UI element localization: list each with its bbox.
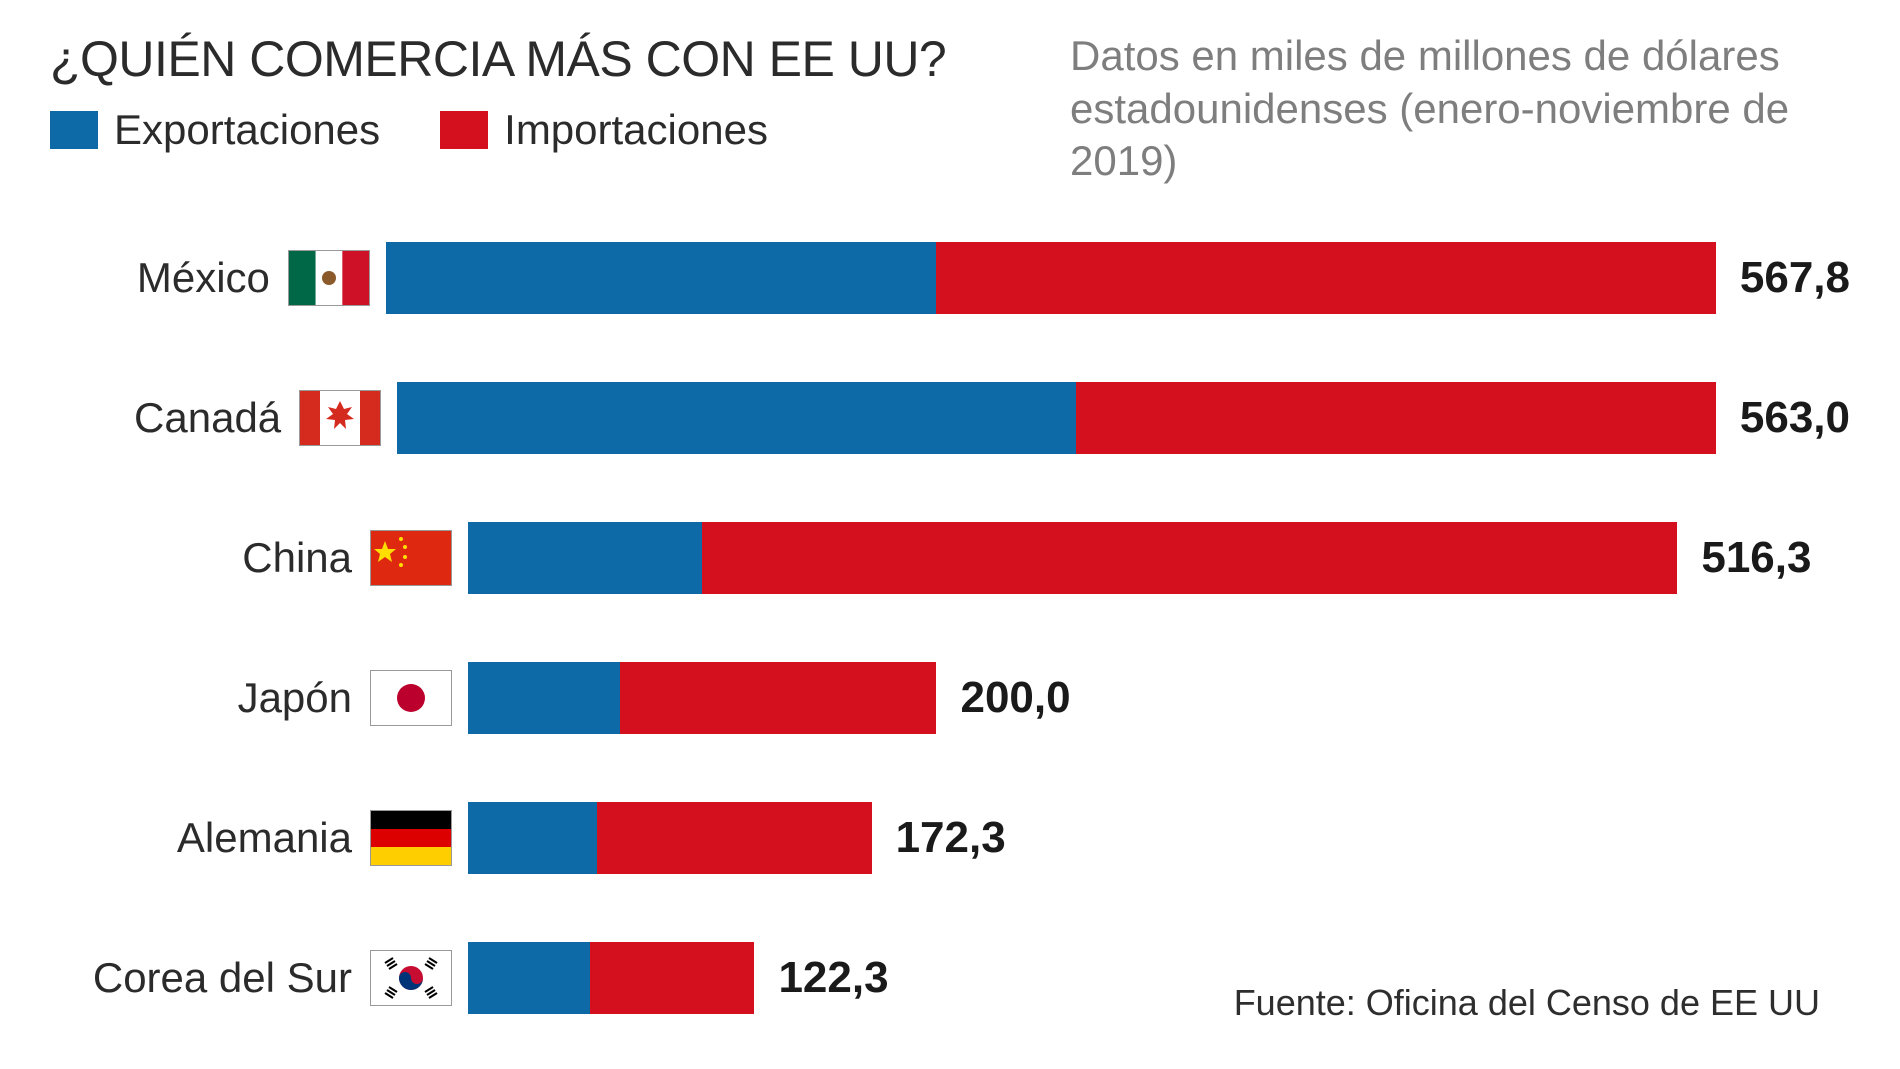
bar-imports bbox=[702, 522, 1677, 594]
bar-row: Japón 200,0 bbox=[50, 638, 1850, 758]
bar-container bbox=[397, 382, 1716, 454]
bar-container bbox=[468, 522, 1677, 594]
bar-imports bbox=[597, 802, 872, 874]
country-label: China bbox=[50, 534, 370, 582]
bar-exports bbox=[468, 522, 702, 594]
legend-imports-swatch bbox=[440, 111, 488, 149]
country-label: Japón bbox=[50, 674, 370, 722]
bar-imports bbox=[936, 242, 1716, 314]
bar-row: China 516,3 bbox=[50, 498, 1850, 618]
bar-imports bbox=[620, 662, 936, 734]
bar-row: Canadá 563,0 bbox=[50, 358, 1850, 478]
bar-total-value: 172,3 bbox=[896, 813, 1006, 863]
bar-exports bbox=[468, 942, 590, 1014]
flag-cn-icon bbox=[370, 530, 452, 586]
bar-imports bbox=[1076, 382, 1715, 454]
country-label: México bbox=[50, 254, 288, 302]
bar-exports bbox=[386, 242, 936, 314]
bar-exports bbox=[397, 382, 1076, 454]
flag-de-icon bbox=[370, 810, 452, 866]
bar-container bbox=[386, 242, 1716, 314]
bar-row: México 567,8 bbox=[50, 218, 1850, 338]
country-label: Canadá bbox=[50, 394, 299, 442]
bar-container bbox=[468, 662, 936, 734]
flag-jp-icon bbox=[370, 670, 452, 726]
flag-mx-icon bbox=[288, 250, 370, 306]
bar-row: Alemania 172,3 bbox=[50, 778, 1850, 898]
bar-track: 172,3 bbox=[468, 802, 1850, 874]
bar-exports bbox=[468, 662, 620, 734]
bar-container bbox=[468, 942, 754, 1014]
bar-total-value: 567,8 bbox=[1740, 253, 1850, 303]
bar-total-value: 122,3 bbox=[778, 953, 888, 1003]
legend-imports: Importaciones bbox=[440, 106, 768, 154]
bar-container bbox=[468, 802, 872, 874]
bar-exports bbox=[468, 802, 597, 874]
chart-title: ¿QUIÉN COMERCIA MÁS CON EE UU? bbox=[50, 30, 946, 88]
bar-track: 563,0 bbox=[397, 382, 1850, 454]
bar-track: 200,0 bbox=[468, 662, 1850, 734]
flag-kr-icon bbox=[370, 950, 452, 1006]
bar-track: 567,8 bbox=[386, 242, 1850, 314]
bar-total-value: 200,0 bbox=[960, 673, 1070, 723]
legend: Exportaciones Importaciones bbox=[50, 106, 946, 154]
country-label: Corea del Sur bbox=[50, 954, 370, 1002]
bar-total-value: 563,0 bbox=[1740, 393, 1850, 443]
bar-chart: México 567,8 Canadá 563,0 China 516,3 Japón bbox=[50, 218, 1850, 1038]
legend-exports-label: Exportaciones bbox=[114, 106, 380, 154]
legend-imports-label: Importaciones bbox=[504, 106, 768, 154]
chart-subtitle: Datos en miles de millones de dólares es… bbox=[1070, 30, 1850, 188]
country-label: Alemania bbox=[50, 814, 370, 862]
flag-ca-icon bbox=[299, 390, 381, 446]
bar-total-value: 516,3 bbox=[1701, 533, 1811, 583]
legend-exports-swatch bbox=[50, 111, 98, 149]
bar-imports bbox=[590, 942, 755, 1014]
legend-exports: Exportaciones bbox=[50, 106, 380, 154]
source-attribution: Fuente: Oficina del Censo de EE UU bbox=[1234, 982, 1820, 1024]
bar-track: 516,3 bbox=[468, 522, 1850, 594]
